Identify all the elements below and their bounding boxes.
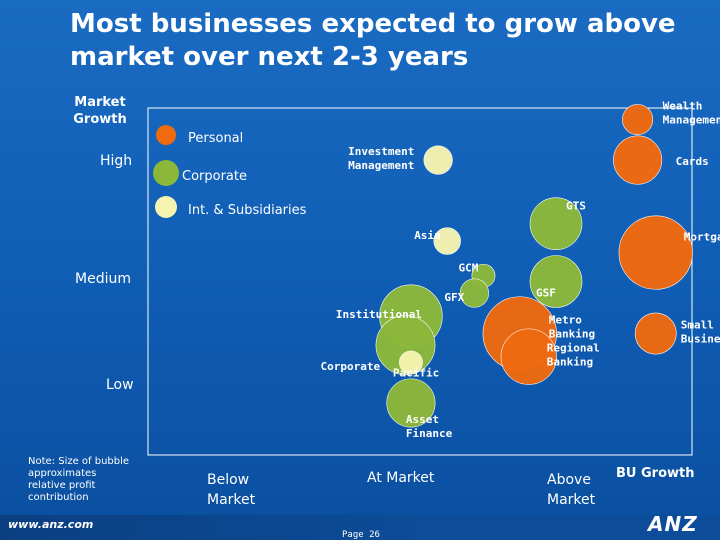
page-number: Page 26 [342, 530, 380, 540]
bubble-label-institutional: Institutional [336, 308, 422, 321]
page-title: Most businesses expected to grow above m… [70, 9, 676, 72]
bubble-label-gts: GTS [566, 200, 586, 213]
bubble-small-business [634, 312, 677, 355]
bubble-gsf [529, 255, 583, 308]
bubble-label-wealth-management: WealthManagement [663, 100, 720, 127]
bubble-label-asset-finance: Asset Finance [406, 413, 453, 440]
bubble-label-gsf: GSF [536, 287, 556, 300]
bubble-asia [433, 227, 461, 255]
y-label-medium: Medium [75, 271, 131, 287]
bubble-wealth-management [622, 104, 654, 136]
bubble-label-pacific: Pacific [393, 366, 439, 379]
x-label-above: Above Market [547, 472, 596, 508]
y-axis-title: Market Growth [73, 95, 127, 127]
bubble-label-asia: Asia [414, 229, 441, 242]
bubble-label-cards: Cards [676, 155, 709, 168]
bubble-cards [613, 135, 663, 185]
x-label-at: At Market [367, 470, 435, 486]
anz-logo: ANZ [648, 512, 698, 536]
y-label-low: Low [106, 377, 134, 393]
bubble-label-small-business: SmallBusiness [681, 319, 720, 346]
bubble-label-mortgages: Mortgages [684, 231, 720, 244]
bubble-label-gfx: GFX [444, 291, 464, 304]
legend-label-corporate: Corporate [182, 169, 247, 184]
legend-label-personal: Personal [188, 131, 243, 146]
bubble-gts [529, 197, 583, 250]
footer-url[interactable]: www.anz.com [8, 518, 94, 531]
bubble-label-investment-management: Investment Management [348, 145, 414, 172]
legend-corporate-swatch [153, 160, 179, 186]
bubble-investment-management [423, 145, 453, 175]
bubble-regional-banking [500, 328, 557, 385]
bubble-label-gcm: GCM [458, 262, 478, 275]
bubble-label-metro-banking: Metro Banking [549, 314, 595, 341]
x-axis-title: BU Growth [616, 466, 695, 481]
legend-personal-swatch [156, 125, 176, 145]
footer-bar [0, 515, 720, 540]
bubble-label-corporate: Corporate [320, 360, 380, 373]
x-label-below: Below Market [207, 472, 256, 508]
y-label-high: High [100, 153, 133, 169]
bubble-label-regional-banking: Regional Banking [547, 342, 600, 369]
legend-int-swatch [155, 196, 177, 218]
bubble-asset-finance [386, 378, 436, 428]
bubble-pacific [399, 350, 423, 375]
plot-frame [147, 107, 693, 456]
legend-label-int: Int. & Subsidiaries [188, 203, 307, 218]
bubble-gfx [459, 278, 490, 308]
bubble-mortgages [618, 215, 693, 290]
bubble-note: Note: Size of bubble approximates relati… [28, 456, 130, 503]
